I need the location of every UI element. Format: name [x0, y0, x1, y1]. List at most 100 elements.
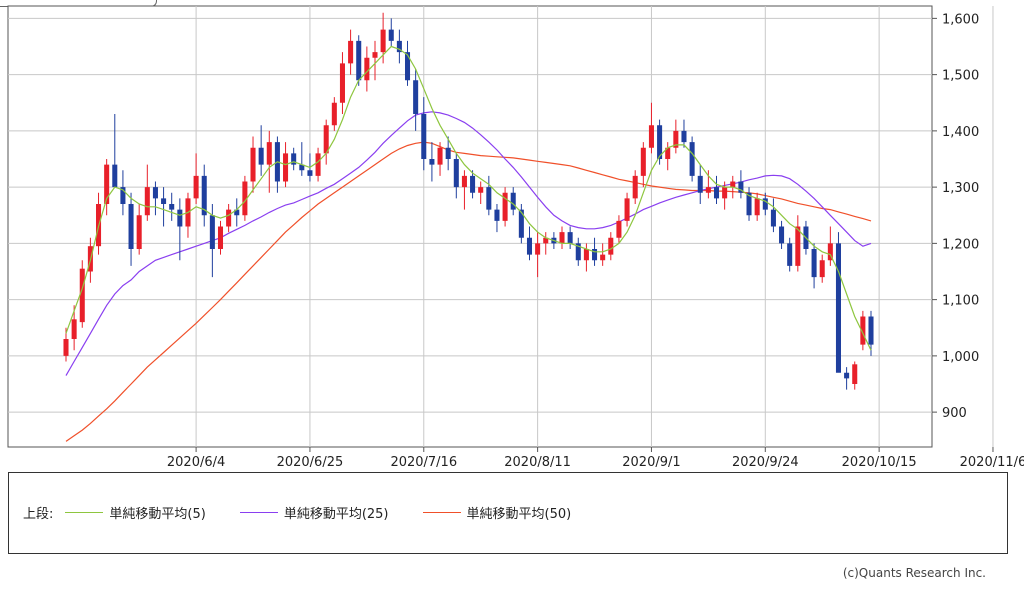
y-tick-label: 900 — [942, 406, 967, 421]
candle-body — [616, 220, 622, 238]
candle-body — [169, 204, 175, 210]
y-tick-label: 1,000 — [942, 350, 979, 365]
sma-50-line — [65, 141, 872, 442]
candle-body — [380, 29, 386, 53]
sma-5-series — [65, 45, 872, 351]
candle-body — [372, 52, 378, 58]
legend-item-sma50: 単純移動平均(50) — [411, 503, 571, 522]
candle-body — [583, 249, 589, 261]
candle-body — [689, 142, 695, 176]
candle-body — [421, 114, 427, 159]
candle-body — [860, 316, 866, 345]
candle-body — [388, 29, 394, 41]
candle-body — [502, 192, 508, 221]
legend-swatch-sma25 — [239, 512, 278, 513]
sma-25-line — [65, 111, 872, 376]
candle-body — [331, 102, 337, 126]
grid-lines — [8, 6, 994, 447]
candle-body — [63, 339, 69, 356]
candle-body — [209, 215, 215, 249]
candle-body — [112, 164, 118, 188]
candle-body — [600, 254, 606, 261]
candle-body — [844, 372, 850, 379]
candle-body — [762, 198, 768, 210]
candle-body — [315, 153, 321, 176]
y-tick-label: 1,300 — [942, 181, 979, 196]
candle-body — [323, 125, 329, 154]
x-tick-label: 2020/6/25 — [277, 455, 344, 470]
x-tick-label: 2020/7/16 — [390, 455, 457, 470]
candle-body — [559, 232, 565, 244]
x-tick-label: 2020/9/1 — [622, 455, 680, 470]
candle-body — [71, 319, 77, 339]
candle-body — [217, 226, 224, 249]
x-tick-label: 2020/9/24 — [732, 455, 799, 470]
candle-body — [827, 243, 833, 261]
candle-body — [79, 268, 85, 323]
candle-body — [868, 316, 874, 345]
candle-body — [681, 130, 687, 143]
candle-body — [429, 159, 435, 165]
y-tick-label: 1,200 — [942, 237, 979, 252]
candle-body — [445, 147, 451, 159]
candle-body — [128, 204, 134, 249]
candle-body — [291, 153, 297, 165]
candle-body — [413, 80, 419, 114]
candle-body — [193, 175, 199, 199]
candle-body — [526, 237, 533, 255]
candle-body — [242, 181, 248, 216]
candle-body — [177, 209, 183, 227]
candle-body — [518, 209, 524, 238]
candle-body — [713, 187, 720, 199]
x-axis-ticks: 2020/6/4 2020/6/25 2020/7/16 2020/8/11 2020/… — [167, 447, 1024, 470]
candle-body — [283, 153, 289, 182]
candle-body — [746, 192, 752, 216]
legend-label-sma5: 単純移動平均(5) — [109, 507, 206, 522]
candle-body — [356, 40, 362, 81]
candle-body — [461, 175, 467, 188]
y-tick-label: 1,600 — [942, 12, 979, 27]
candle-body — [787, 243, 793, 266]
candle-body — [307, 170, 313, 176]
sma-50-series — [65, 141, 872, 442]
candle-body — [470, 175, 476, 193]
candle-body — [494, 209, 500, 221]
candle-body — [510, 192, 516, 210]
candle-body — [250, 147, 256, 182]
candle-body — [608, 237, 614, 255]
candle-body — [478, 187, 484, 193]
candle-body — [339, 63, 345, 103]
candle-body — [819, 260, 825, 278]
candle-body — [201, 175, 207, 216]
y-axis-ticks: 1,600 1,500 1,400 1,300 1,200 1,100 1,000 900 — [932, 12, 979, 421]
candle-body — [754, 198, 760, 216]
candle-body — [730, 181, 736, 188]
candle-body — [144, 187, 150, 216]
legend-row: 上段: 単純移動平均(5) 単純移動平均(25) 単純移動平均(50) — [23, 503, 593, 522]
candle-body — [299, 164, 305, 171]
x-tick-label: 2020/11/6 — [960, 455, 1024, 470]
candle-body — [770, 209, 776, 227]
candle-body — [161, 198, 167, 204]
x-tick-label: 2020/6/4 — [167, 455, 225, 470]
candle-body — [575, 243, 581, 261]
candle-body — [404, 52, 411, 81]
candle-body — [226, 209, 232, 227]
legend-box: 上段: 単純移動平均(5) 単純移動平均(25) 単純移動平均(50) — [8, 472, 1008, 554]
candle-body — [486, 187, 492, 210]
sma-25-series — [65, 111, 872, 376]
x-tick-label: 2020/10/15 — [842, 455, 917, 470]
candle-body — [852, 364, 858, 384]
candle-body — [779, 226, 785, 244]
candlestick-chart: 1,600 1,500 1,400 1,300 1,200 1,100 1,000 900 2… — [7, 5, 1024, 470]
candle-body — [104, 164, 110, 204]
candle-body — [835, 243, 841, 373]
candle-body — [697, 175, 703, 193]
candle-body — [453, 159, 459, 188]
candle-body — [543, 237, 549, 244]
candle-body — [364, 57, 370, 81]
legend-prefix: 上段: — [23, 507, 54, 522]
candle-body — [136, 215, 142, 249]
candle-body — [258, 147, 264, 165]
candle-body — [673, 130, 679, 148]
